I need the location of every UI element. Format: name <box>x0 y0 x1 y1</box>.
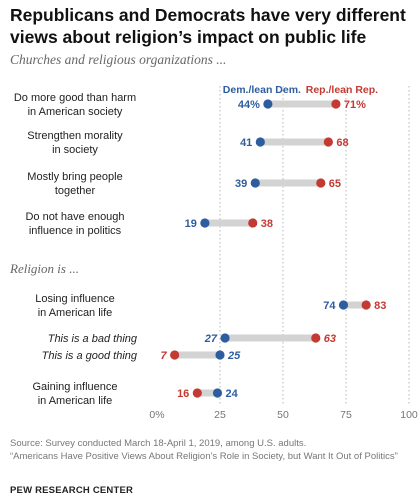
rep-dot <box>192 388 202 398</box>
source-note: Source: Survey conducted March 18-April … <box>10 438 307 449</box>
legend-dem: Dem./lean Dem. <box>223 84 301 96</box>
rep-dot <box>316 178 326 188</box>
rep-value-label: 7 <box>161 350 168 362</box>
row-label: in American life <box>38 307 113 319</box>
dem-value-label: 19 <box>185 218 197 230</box>
dem-dot <box>215 350 225 360</box>
dem-dot <box>220 333 230 343</box>
rep-dot <box>248 218 258 228</box>
dem-dot <box>200 218 210 228</box>
brand-label: PEW RESEARCH CENTER <box>10 485 134 496</box>
chart-title: Republicans and Democrats have very diff… <box>10 5 406 47</box>
dem-value-label: 24 <box>225 388 238 400</box>
dem-value-label: 74 <box>323 300 336 312</box>
section-label: Religion is ... <box>9 261 79 276</box>
row-label: Gaining influence <box>32 381 117 393</box>
rep-dot <box>323 137 333 147</box>
x-tick-label: 100 <box>400 409 418 421</box>
x-tick-label: 50 <box>277 409 289 421</box>
report-title-note: “Americans Have Positive Views About Rel… <box>10 451 398 462</box>
dot-plot: 0% 25 50 75 100 Dem./lean Dem. Rep./lean Rep. R… <box>9 84 418 421</box>
row-label: in society <box>52 144 98 156</box>
row-label: Mostly bring people <box>27 171 122 183</box>
rep-value-label: 63 <box>324 333 336 345</box>
rep-value-label: 38 <box>261 218 273 230</box>
dem-value-label: 39 <box>235 178 247 190</box>
rep-dot <box>170 350 180 360</box>
rep-dot <box>331 99 341 109</box>
row-label: Do more good than harm <box>14 92 136 104</box>
rep-value-label: 16 <box>177 388 189 400</box>
row-label: in American life <box>38 395 113 407</box>
rep-dot <box>311 333 321 343</box>
row-label: This is a bad thing <box>48 333 138 345</box>
legend-rep: Rep./lean Rep. <box>306 84 378 96</box>
row-label: together <box>55 185 96 197</box>
row-label: Strengthen morality <box>27 130 123 142</box>
rep-value-label: 71% <box>344 99 366 111</box>
dem-dot <box>263 99 273 109</box>
dem-dot <box>255 137 265 147</box>
dem-dot <box>338 300 349 310</box>
row-label: in American society <box>28 106 123 118</box>
dem-dot <box>212 388 223 398</box>
x-tick-label: 0% <box>149 409 164 421</box>
row-label: influence in politics <box>29 225 122 237</box>
rep-value-label: 83 <box>374 300 386 312</box>
row-label: Losing influence <box>35 293 115 305</box>
x-tick-label: 25 <box>214 409 226 421</box>
dem-dot <box>250 178 260 188</box>
dem-value-label: 41 <box>240 137 252 149</box>
rep-value-label: 65 <box>329 178 341 190</box>
dem-value-label: 44% <box>238 99 260 111</box>
rep-value-label: 68 <box>336 137 348 149</box>
row-label: Do not have enough <box>25 211 124 223</box>
rep-dot <box>361 300 371 310</box>
dem-value-label: 25 <box>227 350 241 362</box>
x-tick-label: 75 <box>340 409 352 421</box>
chart-subtitle: Churches and religious organizations ... <box>10 52 227 67</box>
dem-value-label: 27 <box>204 333 218 345</box>
row-label: This is a good thing <box>42 350 138 362</box>
